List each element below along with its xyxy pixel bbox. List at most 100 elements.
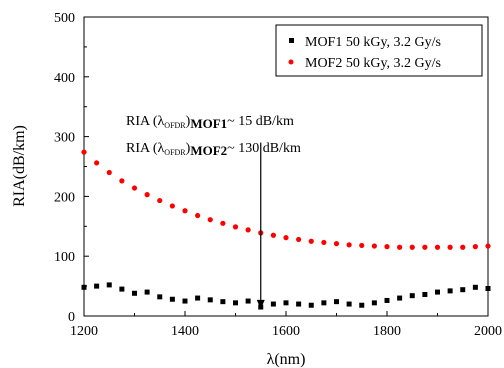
y-axis-title: RIA(dB/km) — [11, 125, 28, 207]
legend: MOF1 50 kGy, 3.2 Gy/s MOF2 50 kGy, 3.2 G… — [275, 24, 483, 77]
x-tick-label: 2000 — [474, 324, 502, 339]
annotation-mof2-main: RIA (λ — [126, 141, 165, 156]
annotation-mof2-close: ) — [186, 141, 191, 156]
data-point — [346, 242, 352, 248]
data-point — [422, 291, 428, 297]
data-point — [460, 244, 466, 250]
data-point — [233, 300, 238, 306]
annotation-mof2-bold: MOF2 — [190, 143, 227, 158]
data-point — [245, 298, 251, 304]
data-point — [384, 297, 390, 303]
x-tick-label: 1800 — [373, 324, 401, 339]
data-point — [169, 203, 175, 209]
y-tick-label: 0 — [68, 310, 75, 325]
data-point — [371, 300, 377, 306]
x-axis: 1200 1400 1600 1800 2000 — [70, 311, 502, 339]
annotation-mof1-main: RIA (λ — [126, 114, 165, 129]
data-point — [485, 243, 491, 249]
y-axis: 0 100 200 300 400 500 — [54, 11, 89, 325]
data-point — [472, 284, 478, 290]
data-point — [119, 286, 125, 292]
svg-text:RIA (λOFDR)MOF2~ 130 dB/km: RIA (λOFDR)MOF2~ 130 dB/km — [126, 141, 301, 158]
annotation-mof1-value: ~ 15 dB/km — [227, 114, 294, 129]
annotation-mof2-value: ~ 130 dB/km — [227, 141, 301, 156]
series-2 — [81, 149, 491, 250]
data-point — [182, 208, 188, 214]
annotation-mof1-close: ) — [186, 114, 191, 129]
data-point — [346, 301, 352, 307]
arrow-head — [256, 299, 265, 309]
y-tick-label: 500 — [54, 11, 75, 26]
annotation-mof1-sub: OFDR — [164, 121, 186, 130]
annotation-mof2: RIA (λOFDR)MOF2~ 130 dB/km — [126, 141, 301, 158]
annotation-mof1-bold: MOF1 — [190, 116, 227, 131]
data-point — [321, 300, 327, 306]
data-point — [296, 236, 302, 243]
data-point — [157, 197, 163, 204]
x-tick-label: 1400 — [171, 324, 199, 339]
data-point — [131, 185, 138, 191]
data-point — [359, 302, 365, 308]
x-axis-title: λ(nm) — [267, 351, 306, 368]
data-point — [308, 238, 314, 244]
data-point — [195, 295, 201, 301]
data-point — [460, 287, 466, 293]
data-point — [232, 224, 239, 230]
data-point — [447, 244, 453, 250]
data-point — [359, 242, 365, 249]
data-point — [434, 244, 441, 250]
data-point — [157, 294, 163, 300]
data-point — [207, 297, 213, 303]
x-tick-label: 1200 — [70, 324, 98, 339]
x-tick-label: 1600 — [272, 324, 300, 339]
legend-box — [275, 24, 483, 77]
data-point — [371, 243, 377, 249]
data-point — [409, 244, 415, 250]
data-point — [81, 149, 87, 155]
annotation-mof1: RIA (λOFDR)MOF1~ 15 dB/km — [126, 114, 294, 131]
annotation-mof2-sub: OFDR — [164, 148, 186, 157]
data-point — [195, 212, 201, 219]
data-point — [296, 301, 302, 307]
data-point — [144, 192, 150, 198]
legend-label-mof2: MOF2 50 kGy, 3.2 Gy/s — [305, 56, 441, 71]
y-tick-label: 300 — [54, 131, 75, 146]
data-point — [144, 289, 150, 295]
data-point — [321, 239, 327, 246]
data-point — [308, 302, 314, 308]
y-tick-label: 400 — [54, 71, 75, 86]
y-tick-label: 200 — [54, 190, 75, 205]
data-point — [119, 178, 125, 184]
data-point — [132, 290, 137, 296]
series-1 — [81, 282, 491, 310]
data-point — [472, 244, 478, 250]
legend-label-mof1: MOF1 50 kGy, 3.2 Gy/s — [305, 35, 441, 50]
data-point — [409, 293, 415, 299]
data-point — [422, 244, 428, 250]
data-point — [447, 288, 453, 294]
data-point — [270, 232, 276, 238]
legend-marker-mof1 — [289, 38, 294, 43]
data-point — [220, 220, 226, 226]
data-point — [485, 285, 491, 291]
data-point — [245, 227, 251, 233]
y-tick-label: 100 — [54, 250, 75, 265]
data-point — [397, 244, 403, 250]
data-point — [435, 289, 440, 295]
data-point — [81, 284, 87, 290]
data-series — [81, 149, 491, 310]
data-point — [384, 244, 390, 250]
data-point — [207, 217, 213, 223]
data-point — [334, 299, 339, 305]
data-point — [94, 160, 100, 166]
data-point — [169, 296, 175, 302]
data-point — [106, 169, 112, 176]
data-point — [220, 299, 226, 305]
legend-marker-mof2 — [288, 59, 294, 65]
arrow — [256, 142, 265, 309]
data-point — [333, 241, 340, 247]
svg-text:RIA (λOFDR)MOF1~ 15 dB/km: RIA (λOFDR)MOF1~ 15 dB/km — [126, 114, 294, 131]
data-point — [397, 295, 403, 301]
data-point — [106, 282, 112, 288]
